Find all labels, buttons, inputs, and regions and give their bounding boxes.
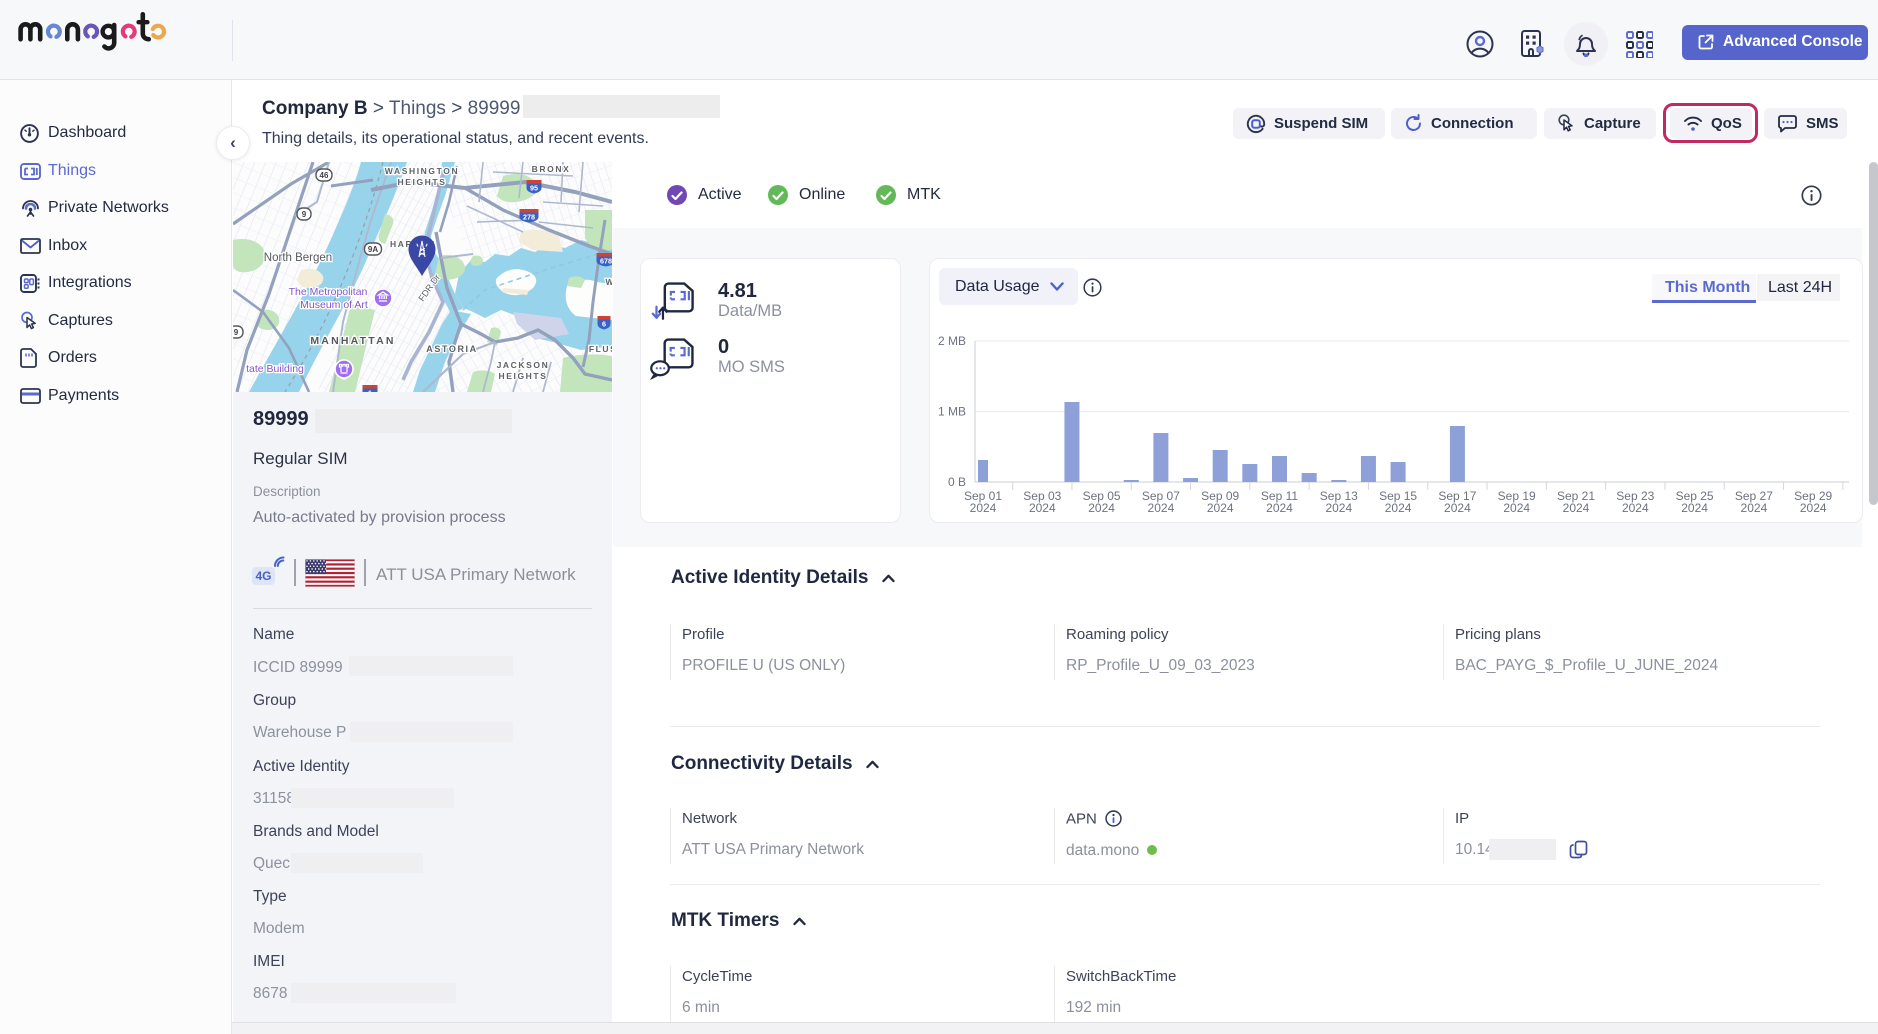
- svg-text:Sep 01: Sep 01: [964, 489, 1002, 503]
- svg-text:2024: 2024: [1681, 501, 1708, 515]
- svg-text:FLUSH: FLUSH: [589, 344, 612, 354]
- svg-text:2024: 2024: [1503, 501, 1530, 515]
- svg-text:tate Building: tate Building: [246, 363, 304, 375]
- svg-text:JACKSON: JACKSON: [497, 360, 550, 370]
- svg-text:MANHATTAN: MANHATTAN: [310, 335, 395, 347]
- svg-text:Sep 07: Sep 07: [1142, 489, 1180, 503]
- svg-text:WASHINGTON: WASHINGTON: [385, 166, 459, 176]
- svg-text:9: 9: [234, 328, 239, 337]
- svg-text:2024: 2024: [1385, 501, 1412, 515]
- svg-text:BRONX: BRONX: [532, 164, 571, 174]
- svg-text:2024: 2024: [1325, 501, 1352, 515]
- svg-text:Sep 11: Sep 11: [1261, 489, 1298, 503]
- svg-text:Sep 25: Sep 25: [1676, 489, 1714, 503]
- svg-text:The Metropolitan: The Metropolitan: [289, 286, 368, 298]
- svg-text:9: 9: [302, 210, 307, 219]
- svg-text:1 MB: 1 MB: [938, 405, 966, 419]
- svg-text:278: 278: [523, 213, 535, 222]
- svg-text:2024: 2024: [1266, 501, 1293, 515]
- svg-text:9A: 9A: [368, 245, 378, 254]
- svg-text:2024: 2024: [1563, 501, 1590, 515]
- svg-text:2024: 2024: [1207, 501, 1234, 515]
- svg-text:6: 6: [602, 320, 606, 329]
- svg-text:Sep 13: Sep 13: [1320, 489, 1358, 503]
- svg-text:Museum of Art: Museum of Art: [300, 299, 368, 311]
- svg-text:Sep 29: Sep 29: [1794, 489, 1832, 503]
- svg-text:ASTORIA: ASTORIA: [426, 344, 478, 354]
- svg-text:95: 95: [530, 184, 538, 193]
- svg-text:Sep 21: Sep 21: [1557, 489, 1595, 503]
- svg-text:Sep 17: Sep 17: [1438, 489, 1476, 503]
- svg-text:2024: 2024: [1622, 501, 1649, 515]
- svg-text:Sep 23: Sep 23: [1616, 489, 1654, 503]
- svg-text:HEIGHTS: HEIGHTS: [398, 177, 447, 187]
- svg-text:2024: 2024: [1148, 501, 1175, 515]
- svg-text:Sep 05: Sep 05: [1083, 489, 1121, 503]
- svg-text:2 MB: 2 MB: [938, 334, 966, 348]
- svg-text:1: 1: [368, 389, 372, 393]
- svg-text:46: 46: [320, 171, 329, 180]
- svg-text:Sep 03: Sep 03: [1023, 489, 1061, 503]
- svg-text:678: 678: [600, 257, 612, 266]
- svg-text:2024: 2024: [1444, 501, 1471, 515]
- svg-text:Sep 09: Sep 09: [1201, 489, 1239, 503]
- svg-text:HEIGHTS: HEIGHTS: [499, 371, 548, 381]
- svg-text:Sep 27: Sep 27: [1735, 489, 1773, 503]
- svg-text:Sep 19: Sep 19: [1498, 489, 1536, 503]
- svg-text:2024: 2024: [1741, 501, 1768, 515]
- svg-text:2024: 2024: [970, 501, 997, 515]
- svg-text:North Bergen: North Bergen: [264, 252, 332, 264]
- svg-text:2024: 2024: [1088, 501, 1115, 515]
- svg-text:0 B: 0 B: [948, 475, 966, 489]
- svg-text:W: W: [605, 277, 612, 287]
- svg-text:2024: 2024: [1800, 501, 1827, 515]
- svg-text:Sep 15: Sep 15: [1379, 489, 1417, 503]
- svg-text:2024: 2024: [1029, 501, 1056, 515]
